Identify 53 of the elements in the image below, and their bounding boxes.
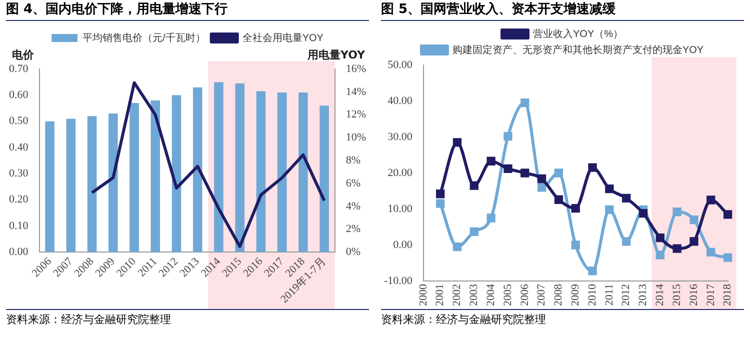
- text: 资料来源：经济与金融研究院整理: [6, 309, 369, 327]
- chart-title: 图 4、国内电价下降，用电量增速下行: [6, 0, 369, 21]
- y-tick-label: 30.00: [388, 130, 413, 143]
- y2-tick-label: 6%: [346, 177, 361, 190]
- y2-axis-title: 用电量YOY: [306, 48, 366, 62]
- legend-label: 平均销售电价（元/千瓦时）: [82, 32, 206, 44]
- y-tick-label: 0.10: [9, 220, 29, 232]
- x-tick-label: 2015: [670, 284, 683, 306]
- y-tick-label: -10.00: [384, 274, 413, 287]
- x-tick-label: 2005: [502, 284, 514, 306]
- y-tick-label: 50.00: [388, 58, 413, 71]
- y-tick-label: 0.00: [393, 238, 413, 251]
- x-tick-label: 2003: [468, 284, 480, 306]
- y-tick-label: 0.50: [9, 115, 29, 128]
- x-tick-label: 2017: [704, 284, 717, 306]
- x-tick-label: 2013: [637, 284, 650, 306]
- legend-label: 营业收入YOY（%）: [532, 28, 624, 40]
- chart-title: 图 5、国网营业收入、资本开支增速减缓: [381, 0, 744, 21]
- x-tick-label: 2006: [518, 284, 531, 306]
- y-tick-label: 10.00: [388, 202, 413, 215]
- y-axis-title: 电价: [12, 48, 35, 62]
- x-tick-label: 2002: [451, 284, 464, 306]
- y2-tick-label: 16%: [346, 62, 366, 75]
- legend-label: 全社会用电量YOY: [242, 32, 324, 44]
- y-tick-label: 20.00: [388, 166, 413, 179]
- x-tick-label: 2010: [586, 284, 598, 306]
- y-tick-label: 0.30: [9, 168, 29, 180]
- x-tick-label: 2011: [603, 284, 616, 306]
- x-tick-label: 2014: [654, 284, 666, 306]
- x-tick-label: 2009: [569, 284, 582, 306]
- text: 资料来源：经济与金融研究院整理: [381, 309, 744, 327]
- y2-tick-label: 8%: [346, 154, 361, 166]
- x-tick-label: 2008: [552, 284, 565, 306]
- y-tick-label: 0.20: [9, 194, 29, 206]
- y-tick-label: 0.40: [9, 141, 29, 154]
- x-tick-label: 2007: [536, 284, 548, 306]
- x-tick-label: 2018: [722, 284, 734, 306]
- y2-tick-label: 0%: [346, 246, 361, 258]
- y2-tick-label: 12%: [346, 108, 366, 121]
- y-tick-label: 40.00: [388, 94, 413, 107]
- x-tick-label: 2001: [434, 284, 446, 306]
- y2-tick-label: 2%: [346, 223, 361, 236]
- x-tick-label: 2000: [417, 284, 430, 306]
- y2-tick-label: 14%: [346, 86, 366, 98]
- y-tick-label: 0.70: [9, 62, 29, 75]
- y-tick-label: 0.60: [9, 89, 29, 102]
- x-tick-label: 2004: [484, 284, 497, 306]
- y2-tick-label: 10%: [346, 132, 366, 144]
- x-tick-label: 2016: [688, 284, 700, 306]
- x-tick-label: 2012: [620, 284, 632, 306]
- y-tick-label: 0.00: [9, 246, 29, 258]
- y2-tick-label: 4%: [346, 200, 361, 212]
- legend-label: 购建固定资产、无形资产和其他长期资产支付的现金YOY: [452, 44, 704, 56]
